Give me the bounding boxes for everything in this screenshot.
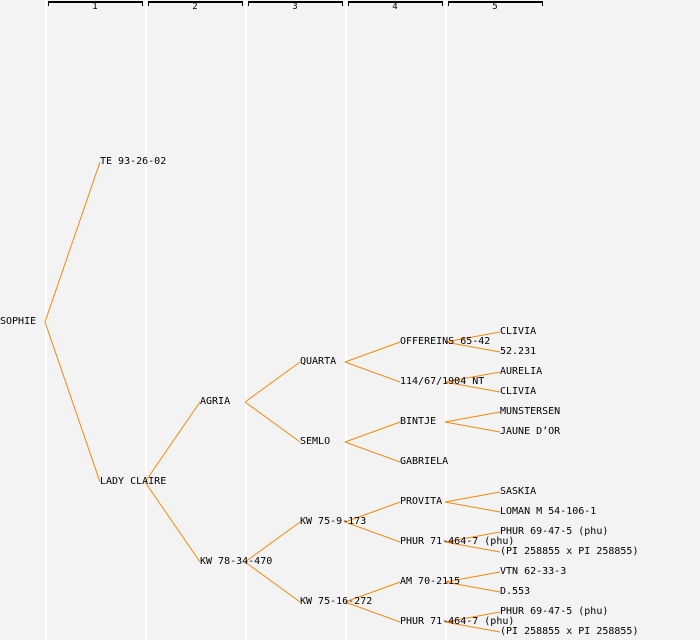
column-number: 4 [392, 2, 398, 12]
pedigree-edge [344, 441, 401, 463]
pedigree-edge [144, 481, 201, 563]
pedigree-node-gen5[interactable]: SASKIA [500, 486, 537, 497]
pedigree-node-gen3[interactable]: QUARTA [300, 356, 337, 367]
pedigree-edge [244, 401, 301, 443]
pedigree-edge [244, 361, 301, 403]
pedigree-edge [344, 421, 401, 443]
pedigree-edge [44, 161, 101, 323]
pedigree-edge [444, 531, 501, 543]
pedigree-node-gen5[interactable]: AURELIA [500, 366, 543, 377]
column-number: 1 [92, 2, 98, 12]
pedigree-edge [444, 341, 501, 353]
pedigree-node-gen5[interactable]: PHUR 69-47-5 (phu) [500, 606, 609, 617]
pedigree-edge [444, 381, 501, 393]
pedigree-node-gen5[interactable]: D.553 [500, 586, 531, 597]
pedigree-edge [344, 581, 401, 603]
pedigree-node-gen4[interactable]: 114/67/1904 NT [400, 376, 485, 387]
pedigree-node-gen1[interactable]: TE 93-26-02 [100, 156, 167, 167]
pedigree-node-gen5[interactable]: CLIVIA [500, 326, 537, 337]
pedigree-node-gen4[interactable]: GABRIELA [400, 456, 449, 467]
pedigree-node-gen4[interactable]: PROVITA [400, 496, 443, 507]
pedigree-node-gen5[interactable]: (PI 258855 x PI 258855) [500, 546, 639, 557]
pedigree-node-gen4[interactable]: PHUR 71-464-7 (phu) [400, 616, 515, 627]
column-number: 2 [192, 2, 198, 12]
column-header-bracket [48, 1, 143, 6]
pedigree-node-gen3[interactable]: KW 75-16-272 [300, 596, 373, 607]
pedigree-node-gen5[interactable]: LOMAN M 54-106-1 [500, 506, 597, 517]
pedigree-edge [444, 541, 501, 553]
pedigree-edge [444, 491, 501, 503]
pedigree-edge [444, 331, 501, 343]
pedigree-edge [344, 521, 401, 543]
column-divider [345, 0, 347, 640]
column-divider [145, 0, 147, 640]
pedigree-node-gen3[interactable]: KW 75-9-173 [300, 516, 367, 527]
pedigree-edge [444, 411, 501, 423]
pedigree-node-gen5[interactable]: MUNSTERSEN [500, 406, 561, 417]
pedigree-edge [144, 401, 201, 483]
pedigree-edge [444, 421, 501, 433]
pedigree-node-gen5[interactable]: (PI 258855 x PI 258855) [500, 626, 639, 637]
pedigree-edge [444, 611, 501, 623]
pedigree-edge [244, 561, 301, 603]
pedigree-node-gen4[interactable]: AM 70-2115 [400, 576, 461, 587]
pedigree-edge [344, 501, 401, 523]
pedigree-node-gen0[interactable]: SOPHIE [0, 316, 37, 327]
pedigree-node-gen2[interactable]: KW 78-34-470 [200, 556, 273, 567]
pedigree-edge [444, 571, 501, 583]
pedigree-node-gen5[interactable]: 52.231 [500, 346, 537, 357]
column-divider [245, 0, 247, 640]
pedigree-node-gen4[interactable]: OFFEREINS 65-42 [400, 336, 491, 347]
pedigree-edge [444, 501, 501, 513]
pedigree-node-gen5[interactable]: VTN 62-33-3 [500, 566, 567, 577]
pedigree-node-gen4[interactable]: BINTJE [400, 416, 437, 427]
pedigree-edge [344, 601, 401, 623]
column-header-bracket [148, 1, 243, 6]
pedigree-edge [444, 621, 501, 633]
pedigree-node-gen2[interactable]: AGRIA [200, 396, 231, 407]
column-header-bracket [348, 1, 443, 6]
pedigree-edge [44, 321, 101, 483]
pedigree-node-gen5[interactable]: CLIVIA [500, 386, 537, 397]
pedigree-node-gen1[interactable]: LADY CLAIRE [100, 476, 167, 487]
column-number: 3 [292, 2, 298, 12]
column-number: 5 [492, 2, 498, 12]
column-header-bracket [248, 1, 343, 6]
pedigree-edge [344, 341, 401, 363]
column-divider [445, 0, 447, 640]
pedigree-node-gen4[interactable]: PHUR 71-464-7 (phu) [400, 536, 515, 547]
pedigree-edge [444, 581, 501, 593]
pedigree-node-gen5[interactable]: PHUR 69-47-5 (phu) [500, 526, 609, 537]
pedigree-node-gen5[interactable]: JAUNE D’OR [500, 426, 561, 437]
pedigree-edge [344, 361, 401, 383]
pedigree-node-gen3[interactable]: SEMLO [300, 436, 331, 447]
column-header-bracket [448, 1, 543, 6]
pedigree-edge [244, 521, 301, 563]
pedigree-edge [444, 371, 501, 383]
